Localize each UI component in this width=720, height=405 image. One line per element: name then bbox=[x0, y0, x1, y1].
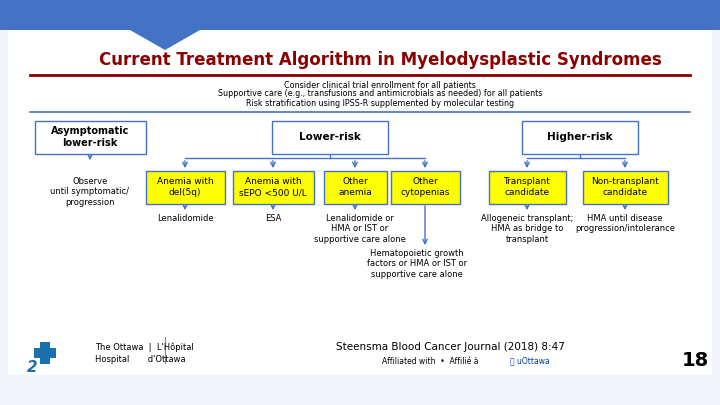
Text: 18: 18 bbox=[681, 352, 708, 371]
Polygon shape bbox=[130, 30, 200, 50]
Text: Anemia with
sEPO <500 U/L: Anemia with sEPO <500 U/L bbox=[239, 177, 307, 197]
Text: Lower-risk: Lower-risk bbox=[299, 132, 361, 142]
Text: HMA until disease
progression/intolerance: HMA until disease progression/intoleranc… bbox=[575, 214, 675, 233]
Text: The Ottawa  |  L'Hôpital: The Ottawa | L'Hôpital bbox=[95, 342, 194, 352]
Text: 🏛 uOttawa: 🏛 uOttawa bbox=[510, 356, 550, 365]
Text: Allogeneic transplant;
HMA as bridge to
transplant: Allogeneic transplant; HMA as bridge to … bbox=[481, 214, 573, 244]
FancyBboxPatch shape bbox=[8, 15, 712, 375]
Text: Asymptomatic
lower-risk: Asymptomatic lower-risk bbox=[51, 126, 129, 148]
FancyBboxPatch shape bbox=[390, 171, 459, 203]
FancyBboxPatch shape bbox=[272, 121, 388, 153]
Text: Consider clinical trial enrollment for all patients: Consider clinical trial enrollment for a… bbox=[284, 81, 476, 90]
FancyBboxPatch shape bbox=[488, 171, 565, 203]
FancyBboxPatch shape bbox=[522, 121, 638, 153]
Text: Observe
until symptomatic/
progression: Observe until symptomatic/ progression bbox=[50, 177, 130, 207]
Text: Hospital       d'Ottawa: Hospital d'Ottawa bbox=[95, 354, 186, 364]
FancyBboxPatch shape bbox=[35, 121, 145, 153]
Text: ESA: ESA bbox=[265, 214, 282, 223]
FancyBboxPatch shape bbox=[145, 171, 225, 203]
FancyBboxPatch shape bbox=[40, 342, 50, 364]
Text: Hematopoietic growth
factors or HMA or IST or
supportive care alone: Hematopoietic growth factors or HMA or I… bbox=[367, 249, 467, 279]
Text: Other
anemia: Other anemia bbox=[338, 177, 372, 197]
Text: Other
cytopenias: Other cytopenias bbox=[400, 177, 450, 197]
Text: Supportive care (e.g., transfusions and antimicrobials as needed) for all patien: Supportive care (e.g., transfusions and … bbox=[218, 90, 542, 98]
Text: Transplant
candidate: Transplant candidate bbox=[503, 177, 550, 197]
Text: Risk stratification using IPSS-R supplemented by molecular testing: Risk stratification using IPSS-R supplem… bbox=[246, 98, 514, 107]
Text: Lenalidomide: Lenalidomide bbox=[157, 214, 213, 223]
Text: Current Treatment Algorithm in Myelodysplastic Syndromes: Current Treatment Algorithm in Myelodysp… bbox=[99, 51, 662, 69]
Text: Lenalidomide or
HMA or IST or
supportive care alone: Lenalidomide or HMA or IST or supportive… bbox=[314, 214, 406, 244]
FancyBboxPatch shape bbox=[233, 171, 313, 203]
FancyBboxPatch shape bbox=[0, 0, 720, 30]
Text: Affiliated with  •  Affilié à: Affiliated with • Affilié à bbox=[382, 356, 478, 365]
Text: Steensma Blood Cancer Journal (2018) 8:47: Steensma Blood Cancer Journal (2018) 8:4… bbox=[336, 342, 564, 352]
Text: Non-transplant
candidate: Non-transplant candidate bbox=[591, 177, 659, 197]
Text: 2: 2 bbox=[27, 360, 37, 375]
Text: Higher-risk: Higher-risk bbox=[547, 132, 613, 142]
FancyBboxPatch shape bbox=[582, 171, 667, 203]
FancyBboxPatch shape bbox=[323, 171, 387, 203]
FancyBboxPatch shape bbox=[34, 348, 56, 358]
Text: Anemia with
del(5q): Anemia with del(5q) bbox=[157, 177, 213, 197]
